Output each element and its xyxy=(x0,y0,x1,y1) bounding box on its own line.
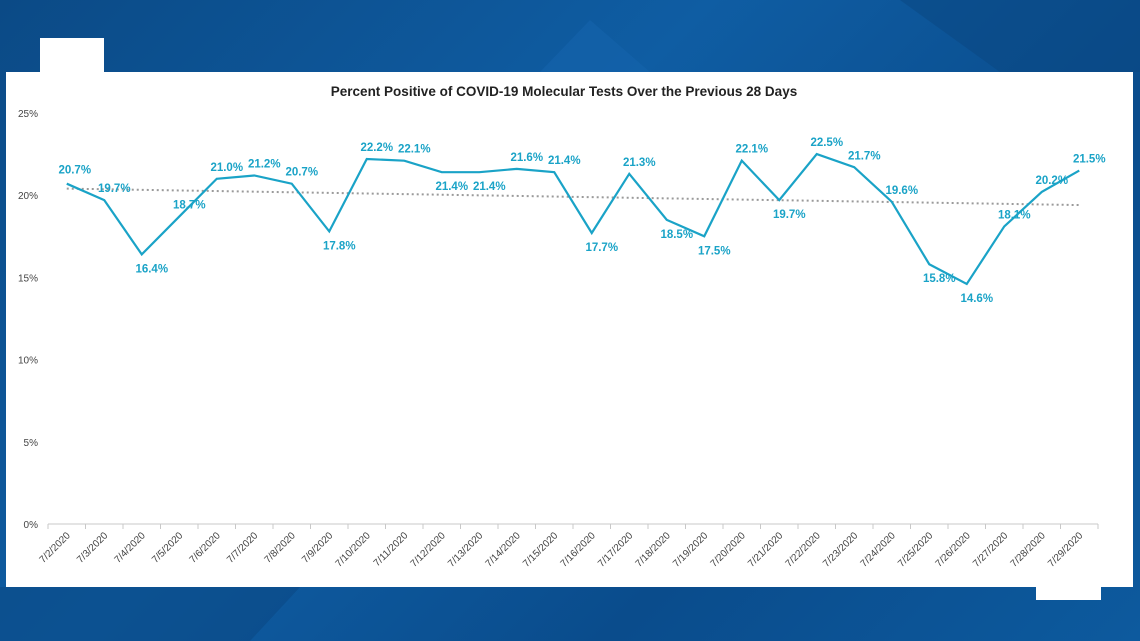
x-tick-label: 7/19/2020 xyxy=(671,530,711,570)
data-label: 22.5% xyxy=(810,137,843,149)
background-band-bottom xyxy=(0,587,300,641)
series-line xyxy=(66,152,1080,286)
x-tick-label: 7/27/2020 xyxy=(971,530,1011,570)
y-tick-label: 15% xyxy=(18,273,38,284)
x-tick-label: 7/7/2020 xyxy=(225,530,261,566)
background-band xyxy=(900,0,1140,72)
data-label: 21.3% xyxy=(623,157,656,169)
x-tick-label: 7/26/2020 xyxy=(934,530,974,570)
trend-line xyxy=(66,187,1080,207)
x-tick-label: 7/29/2020 xyxy=(1046,530,1086,570)
data-label: 22.1% xyxy=(398,144,431,156)
data-label: 17.8% xyxy=(323,240,356,252)
x-tick-label: 7/24/2020 xyxy=(859,530,899,570)
data-label: 19.7% xyxy=(98,183,131,195)
data-label: 19.6% xyxy=(885,185,918,197)
data-label: 21.4% xyxy=(473,181,506,193)
x-tick-label: 7/25/2020 xyxy=(896,530,936,570)
data-label: 22.2% xyxy=(360,142,393,154)
data-label: 17.5% xyxy=(698,245,731,257)
x-tick-label: 7/13/2020 xyxy=(446,530,486,570)
y-tick-label: 5% xyxy=(24,438,39,449)
data-label: 21.6% xyxy=(510,152,543,164)
x-tick-label: 7/20/2020 xyxy=(709,530,749,570)
background-triangle xyxy=(540,20,650,72)
data-label: 21.4% xyxy=(548,155,581,167)
y-tick-label: 0% xyxy=(24,520,39,531)
x-tick-label: 7/3/2020 xyxy=(75,530,111,566)
frame-tab xyxy=(40,38,104,72)
data-label: 21.7% xyxy=(848,150,881,162)
data-label: 17.7% xyxy=(585,242,618,254)
x-tick-label: 7/6/2020 xyxy=(188,530,224,566)
x-tick-label: 7/18/2020 xyxy=(634,530,674,570)
x-tick-label: 7/11/2020 xyxy=(372,530,411,569)
x-tick-label: 7/8/2020 xyxy=(263,530,299,566)
data-label: 19.7% xyxy=(773,209,806,221)
y-tick-label: 25% xyxy=(18,109,38,120)
x-tick-label: 7/17/2020 xyxy=(596,530,636,570)
data-label: 20.7% xyxy=(58,165,91,177)
x-tick-label: 7/4/2020 xyxy=(113,530,149,566)
data-label: 20.2% xyxy=(1035,175,1068,187)
y-tick-label: 10% xyxy=(18,356,38,367)
y-axis: 0% 5% 10% 15% 20% 25% xyxy=(18,109,38,531)
x-tick-label: 7/12/2020 xyxy=(409,530,449,570)
x-axis: 7/2/2020 7/3/2020 7/4/2020 7/5/2020 7/6/2020… xyxy=(38,524,1099,570)
x-tick-label: 7/28/2020 xyxy=(1009,530,1049,570)
data-labels: 20.7% 19.7% 16.4% 18.7% 21.0% 21.2% 20.7% 17.8%… xyxy=(58,137,1105,305)
chart-title: Percent Positive of COVID-19 Molecular T… xyxy=(331,84,797,99)
data-label: 14.6% xyxy=(960,293,993,305)
x-tick-label: 7/14/2020 xyxy=(484,530,524,570)
data-label: 21.4% xyxy=(435,181,468,193)
x-tick-label: 7/15/2020 xyxy=(521,530,561,570)
data-label: 18.5% xyxy=(660,229,693,241)
x-tick-label: 7/5/2020 xyxy=(150,530,186,566)
x-tick-label: 7/2/2020 xyxy=(38,530,74,566)
corner-tab xyxy=(1036,586,1101,600)
x-tick-label: 7/22/2020 xyxy=(784,530,824,570)
x-tick-label: 7/10/2020 xyxy=(334,530,374,570)
chart-panel xyxy=(6,72,1133,587)
data-label: 20.7% xyxy=(285,167,318,179)
x-tick-label: 7/23/2020 xyxy=(821,530,861,570)
data-label: 18.1% xyxy=(998,209,1031,221)
data-label: 21.2% xyxy=(248,158,281,170)
data-label: 22.1% xyxy=(735,144,768,156)
x-tick-label: 7/9/2020 xyxy=(300,530,336,566)
data-label: 16.4% xyxy=(135,263,168,275)
x-tick-label: 7/21/2020 xyxy=(746,530,786,570)
data-label: 21.5% xyxy=(1073,154,1106,166)
data-label: 18.7% xyxy=(173,200,206,212)
data-label: 21.0% xyxy=(210,162,243,174)
y-tick-label: 20% xyxy=(18,191,38,202)
data-label: 15.8% xyxy=(923,273,956,285)
x-tick-label: 7/16/2020 xyxy=(559,530,599,570)
